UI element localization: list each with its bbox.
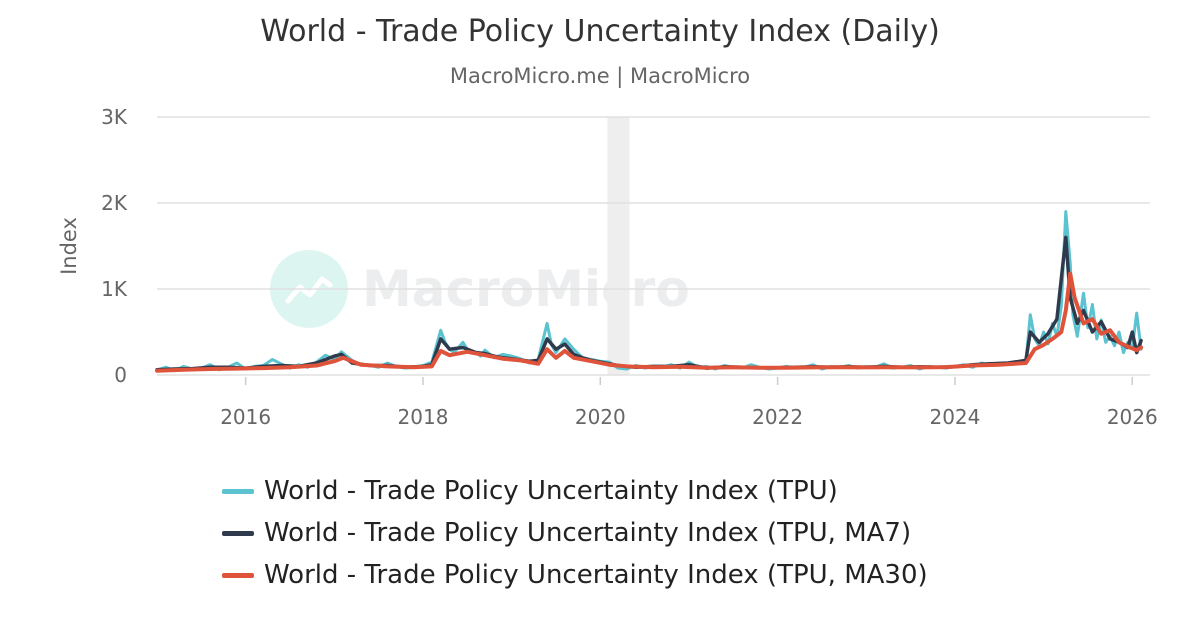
legend-item-ma30[interactable]: World - Trade Policy Uncertainty Index (… [222,554,928,596]
series-line-ma30 [155,271,1144,373]
y-axis-label: Index [57,217,81,275]
x-tick-label: 2018 [398,405,449,429]
legend-label-ma7: World - Trade Policy Uncertainty Index (… [264,518,912,548]
series-line-tpu [155,210,1143,373]
x-tick-label: 2016 [220,405,271,429]
y-tick-label: 0 [114,363,127,387]
y-tick-label: 2K [101,191,128,215]
legend-item-tpu[interactable]: World - Trade Policy Uncertainty Index (… [222,470,928,512]
x-tick-label: 2022 [752,405,803,429]
chart-title: World - Trade Policy Uncertainty Index (… [260,14,940,49]
shaded-period [607,117,630,375]
chart-subtitle: MacroMicro.me | MacroMicro [449,64,751,88]
chart-legend: World - Trade Policy Uncertainty Index (… [222,470,928,596]
legend-swatch-tpu [222,488,254,494]
legend-label-tpu: World - Trade Policy Uncertainty Index (… [264,476,838,506]
x-tick-label: 2020 [575,405,626,429]
y-tick-label: 3K [101,105,128,129]
watermark-logo-mark [285,276,333,304]
legend-item-ma7[interactable]: World - Trade Policy Uncertainty Index (… [222,512,928,554]
legend-label-ma30: World - Trade Policy Uncertainty Index (… [264,560,928,590]
x-tick-label: 2024 [929,405,980,429]
y-tick-label: 1K [101,277,128,301]
legend-swatch-ma30 [222,572,254,578]
x-tick-label: 2026 [1107,405,1158,429]
legend-swatch-ma7 [222,530,254,536]
